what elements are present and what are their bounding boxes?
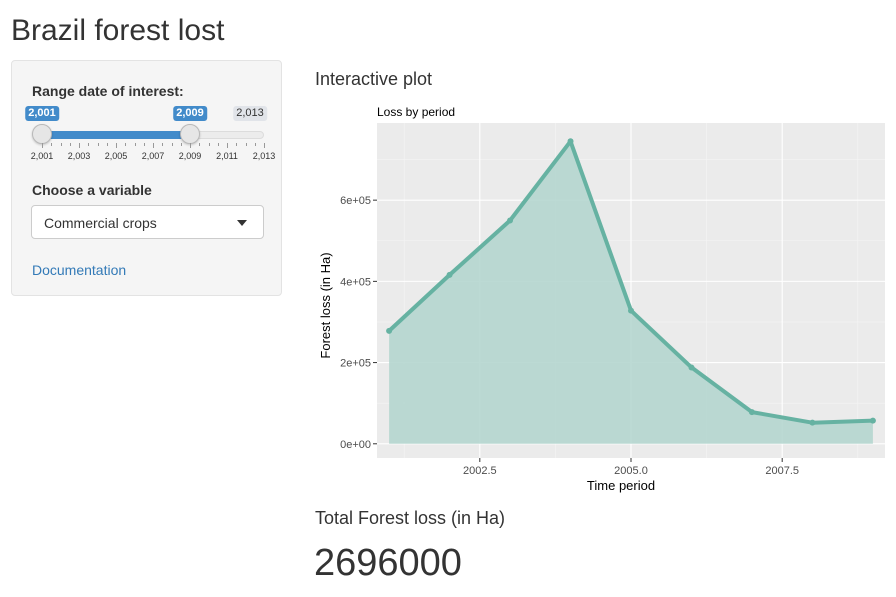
slider-minor-tick [51, 143, 53, 146]
y-tick-label: 4e+05 [340, 276, 371, 288]
range-label: Range date of interest: [32, 83, 184, 99]
data-point [386, 327, 393, 334]
x-axis-ticks: 2002.5 2005.0 2007.5 [463, 458, 799, 477]
documentation-link[interactable]: Documentation [32, 262, 127, 278]
app-title: Brazil forest lost [11, 14, 225, 47]
data-point [446, 271, 453, 278]
y-tick-label: 0e+00 [340, 439, 371, 451]
slider-minor-tick [97, 143, 99, 146]
total-value: 2696000 [314, 542, 462, 584]
x-tick-label: 2005.0 [614, 465, 648, 477]
slider-tick-label: 2,001 [30, 151, 54, 161]
slider-tick [42, 143, 43, 148]
slider-tick [153, 143, 154, 148]
y-tick-label: 2e+05 [340, 358, 371, 370]
y-axis-label: Forest loss (in Ha) [318, 252, 333, 358]
slider-tick-label: 2,005 [104, 151, 128, 161]
sidebar-panel: Range date of interest: 2,001 2,009 2,01… [11, 60, 282, 296]
slider-minor-tick [217, 143, 219, 146]
data-point [688, 364, 695, 371]
slider-to-badge: 2,009 [173, 106, 207, 121]
slider-minor-tick [134, 143, 136, 146]
slider-tick-label: 2,003 [67, 151, 91, 161]
series-points [386, 138, 876, 426]
slider-minor-tick [106, 143, 108, 146]
slider-tick [190, 143, 191, 148]
chart-title: Loss by period [377, 105, 455, 119]
range-slider[interactable]: 2,001 2,009 2,013 2,001 2,003 2,005 2,007 2,… [24, 103, 276, 171]
slider-minor-tick [143, 143, 145, 146]
slider-minor-tick [180, 143, 182, 146]
slider-to-handle[interactable] [180, 124, 200, 144]
data-point [809, 419, 816, 426]
slider-from-handle[interactable] [32, 124, 52, 144]
slider-minor-tick [60, 143, 62, 146]
variable-label: Choose a variable [32, 182, 152, 198]
slider-from-badge: 2,001 [25, 106, 59, 121]
slider-tick-label: 2,007 [141, 151, 165, 161]
slider-minor-tick [199, 143, 201, 146]
slider-selected-bar[interactable] [42, 131, 190, 139]
forest-loss-chart[interactable]: Loss by period 2002.5 2005.0 2007.5 0e+00 2… [315, 98, 890, 498]
variable-select[interactable]: Commercial crops [31, 205, 264, 239]
slider-max-badge: 2,013 [233, 106, 267, 121]
slider-minor-tick [88, 143, 90, 146]
slider-tick [116, 143, 117, 148]
data-point [628, 307, 634, 314]
slider-tick [227, 143, 228, 148]
slider-minor-tick [236, 143, 238, 146]
slider-tick [264, 143, 265, 148]
slider-minor-tick [162, 143, 164, 146]
x-tick-label: 2002.5 [463, 465, 497, 477]
x-axis-label: Time period [587, 478, 655, 493]
slider-minor-tick [125, 143, 127, 146]
data-point [869, 417, 876, 424]
plot-heading: Interactive plot [315, 69, 433, 89]
total-heading: Total Forest loss (in Ha) [315, 508, 506, 528]
data-point [748, 409, 755, 416]
data-point [507, 217, 514, 224]
caret-down-icon[interactable] [237, 220, 247, 226]
slider-minor-tick [69, 143, 71, 146]
variable-select-value: Commercial crops [44, 215, 157, 231]
y-tick-label: 6e+05 [340, 195, 371, 207]
slider-tick [79, 143, 80, 148]
slider-minor-tick [208, 143, 210, 146]
series-area [389, 141, 873, 444]
slider-tick-label: 2,011 [216, 151, 238, 161]
slider-minor-tick [254, 143, 256, 146]
slider-tick-label: 2,013 [252, 151, 276, 161]
slider-tick-label: 2,009 [178, 151, 202, 161]
data-point [567, 138, 574, 145]
slider-minor-tick [171, 143, 173, 146]
slider-minor-tick [245, 143, 247, 146]
y-axis-ticks: 0e+00 2e+05 4e+05 6e+05 [340, 195, 377, 451]
x-tick-label: 2007.5 [765, 465, 799, 477]
